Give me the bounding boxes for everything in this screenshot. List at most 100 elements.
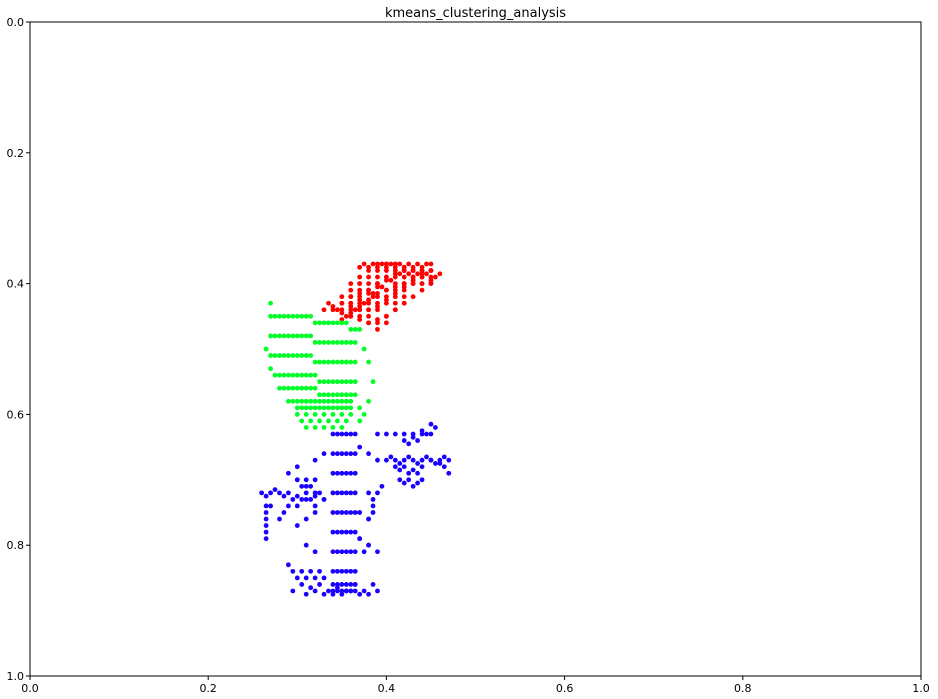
data-point bbox=[312, 457, 318, 463]
data-point bbox=[366, 320, 371, 326]
data-point bbox=[352, 588, 358, 594]
data-point bbox=[334, 510, 340, 515]
data-point bbox=[352, 307, 358, 313]
data-point bbox=[321, 307, 327, 313]
data-point bbox=[334, 398, 340, 404]
data-point bbox=[281, 353, 287, 358]
data-point bbox=[308, 568, 314, 574]
data-point bbox=[268, 490, 273, 496]
data-point bbox=[357, 405, 363, 411]
data-point bbox=[357, 304, 363, 309]
data-point bbox=[277, 333, 282, 339]
data-point bbox=[366, 516, 371, 522]
data-point bbox=[348, 304, 354, 309]
data-point bbox=[375, 291, 380, 296]
chart-title: kmeans_clustering_analysis bbox=[385, 6, 566, 21]
data-point bbox=[357, 317, 363, 322]
data-point bbox=[285, 313, 291, 319]
data-point bbox=[277, 372, 282, 378]
data-point bbox=[379, 261, 385, 267]
data-point bbox=[419, 271, 425, 277]
data-point bbox=[401, 284, 407, 290]
data-point bbox=[352, 431, 358, 437]
data-point bbox=[446, 457, 452, 463]
data-point bbox=[339, 359, 345, 365]
data-point bbox=[290, 372, 296, 378]
y-tick-label: 0.6 bbox=[7, 408, 25, 421]
data-point bbox=[343, 340, 349, 345]
data-point bbox=[339, 300, 345, 306]
data-point bbox=[370, 582, 376, 587]
data-point bbox=[357, 326, 363, 332]
data-point bbox=[375, 317, 380, 322]
data-point bbox=[308, 372, 314, 378]
data-point bbox=[366, 281, 371, 286]
data-point bbox=[366, 490, 371, 496]
data-point bbox=[348, 451, 354, 457]
data-point bbox=[397, 261, 403, 267]
data-point bbox=[366, 542, 371, 548]
data-point bbox=[343, 470, 349, 476]
data-point bbox=[375, 431, 380, 437]
data-point bbox=[330, 490, 336, 496]
data-point bbox=[357, 510, 363, 515]
data-point bbox=[326, 392, 331, 398]
cluster-2-points bbox=[259, 421, 452, 597]
data-point bbox=[317, 320, 322, 326]
data-point bbox=[290, 497, 296, 502]
data-point bbox=[294, 493, 300, 499]
data-point bbox=[343, 490, 349, 496]
data-point bbox=[299, 582, 305, 587]
data-point bbox=[312, 340, 318, 345]
data-point bbox=[419, 457, 425, 463]
data-point bbox=[272, 372, 278, 378]
data-point bbox=[326, 398, 331, 404]
data-point bbox=[334, 568, 340, 574]
data-point bbox=[312, 385, 318, 391]
data-point bbox=[303, 353, 309, 358]
data-point bbox=[339, 340, 345, 345]
data-point bbox=[299, 405, 305, 411]
data-point bbox=[339, 591, 345, 597]
data-point bbox=[348, 398, 354, 404]
data-point bbox=[410, 277, 416, 283]
data-point bbox=[299, 313, 305, 319]
data-point bbox=[379, 284, 385, 290]
data-point bbox=[308, 333, 314, 339]
data-point bbox=[339, 398, 345, 404]
data-point bbox=[263, 346, 269, 352]
data-point bbox=[317, 392, 322, 398]
data-point bbox=[330, 470, 336, 476]
data-point bbox=[268, 333, 273, 339]
data-point bbox=[330, 425, 336, 430]
data-point bbox=[348, 340, 354, 345]
data-point bbox=[277, 516, 282, 522]
data-point bbox=[348, 549, 354, 555]
data-point bbox=[348, 287, 354, 293]
data-point bbox=[424, 261, 429, 267]
data-point bbox=[317, 340, 322, 345]
data-point bbox=[303, 372, 309, 378]
data-point bbox=[303, 477, 309, 483]
data-point bbox=[321, 497, 327, 502]
data-point bbox=[437, 271, 443, 277]
data-point bbox=[384, 264, 389, 270]
data-point bbox=[348, 326, 354, 332]
data-point bbox=[334, 307, 340, 313]
data-point bbox=[285, 562, 291, 568]
data-point bbox=[343, 529, 349, 535]
data-point bbox=[343, 451, 349, 457]
data-point bbox=[339, 549, 345, 555]
data-point bbox=[285, 353, 291, 358]
data-point bbox=[348, 568, 354, 574]
data-point bbox=[415, 438, 420, 443]
data-point bbox=[330, 412, 336, 417]
data-point bbox=[348, 470, 354, 476]
data-point bbox=[285, 372, 291, 378]
data-point bbox=[370, 379, 376, 385]
data-point bbox=[299, 497, 305, 502]
data-point bbox=[294, 523, 300, 528]
data-point bbox=[312, 490, 318, 496]
data-point bbox=[312, 510, 318, 515]
data-point bbox=[384, 287, 389, 293]
